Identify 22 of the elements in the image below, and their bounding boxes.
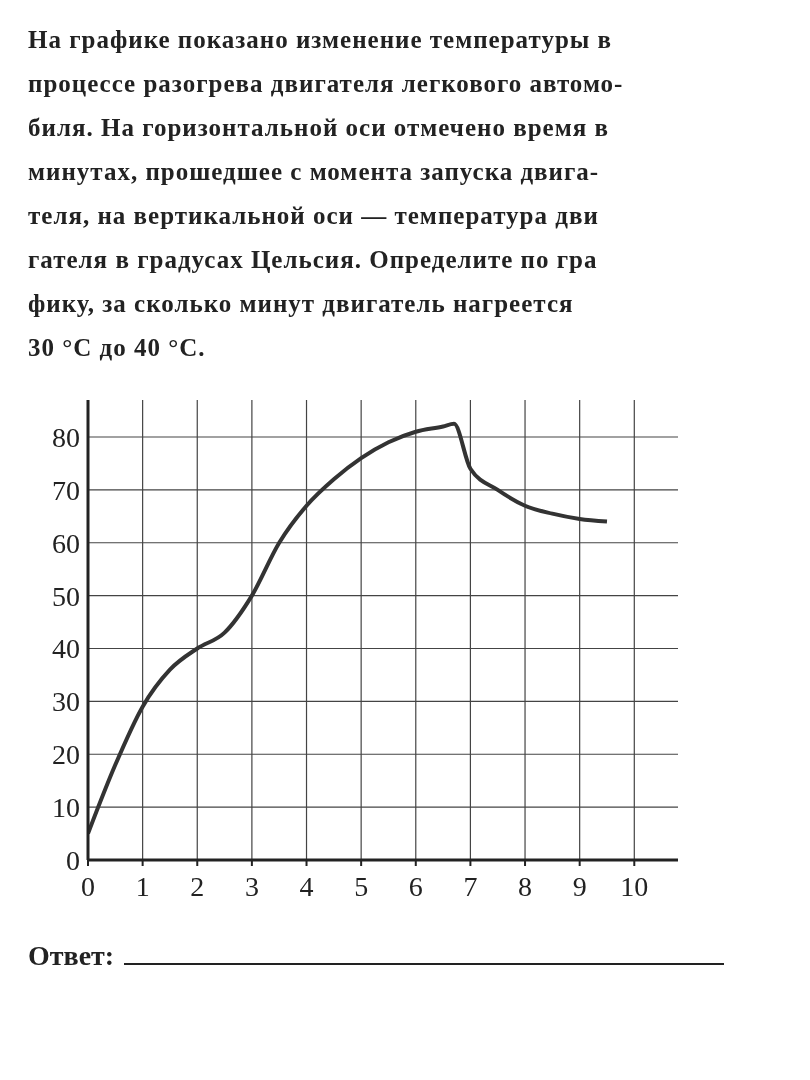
y-tick-label: 0 — [66, 844, 80, 876]
x-tick-label: 3 — [244, 870, 259, 902]
x-tick-label: 1 — [135, 870, 150, 902]
x-tick-label: 5 — [354, 870, 369, 902]
x-tick-label: 8 — [518, 870, 533, 902]
y-tick-label: 30 — [52, 686, 80, 718]
y-tick-label: 20 — [52, 739, 80, 771]
x-tick-label: 6 — [408, 870, 423, 902]
x-tick-label: 2 — [190, 870, 205, 902]
y-tick-label: 40 — [52, 633, 80, 665]
x-tick-label: 7 — [463, 870, 478, 902]
y-tick-label: 80 — [52, 421, 80, 453]
text: Ответ: — [27, 939, 116, 972]
x-tick-label: 4 — [299, 870, 314, 902]
line-series — [88, 421, 609, 836]
chart-title: На графике показано изменение температуры в процессе разогрева двигателя легкового автомо- биля. На горизонтальной оси отмечено время в минутах, прошедшее с момента запуска двига- теля, на вертикальной оси — температура дви гателя в градусах Цельсия. Определите по гра фику, за сколько минут двигатель нагреется 30 °C до 40 °C. — [27, 25, 625, 363]
y-tick-label: 10 — [52, 792, 80, 824]
y-tick-label: 50 — [52, 580, 80, 612]
y-tick-label: 70 — [52, 474, 80, 506]
x-tick-label: 9 — [572, 870, 587, 902]
x-tick-label: 10 — [620, 870, 649, 902]
y-tick-label: 60 — [52, 527, 80, 559]
